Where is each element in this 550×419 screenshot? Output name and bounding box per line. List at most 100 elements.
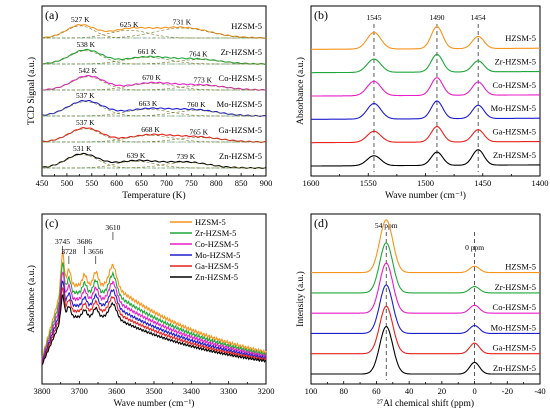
series-line-a-1 [41, 48, 267, 65]
x-tick-label-d-4: 20 [438, 386, 447, 396]
x-tick-label-a-8: 850 [235, 178, 248, 188]
fit-curve-a-4-2 [42, 137, 267, 143]
fit-curve-a-2-2 [42, 85, 266, 91]
peak-label-a-4-2: 765 K [190, 127, 209, 136]
series-line-b-1 [311, 53, 540, 74]
series-line-d-2 [311, 262, 540, 314]
peak-label-a-4-0: 537 K [76, 118, 95, 127]
series-line-b-3 [311, 100, 540, 120]
y-axis-label-d: Intensity (a.u.) [295, 271, 306, 327]
x-tick-label-a-9: 900 [260, 178, 273, 188]
x-tick-label-a-7: 800 [210, 178, 223, 188]
x-tick-label-a-4: 650 [135, 178, 148, 188]
x-tick-label-c-3: 3500 [146, 386, 163, 396]
series-line-b-5 [311, 149, 540, 167]
panel-label-a: (a) [45, 8, 58, 22]
peak-label-a-3-1: 663 K [139, 99, 158, 108]
x-axis-label-b: Wave number (cm⁻¹) [385, 190, 466, 201]
fit-curve-a-4-1 [42, 135, 266, 143]
series-label-a-0: HZSM-5 [231, 21, 262, 31]
x-tick-label-a-5: 700 [160, 178, 173, 188]
series-label-d-3: Mo-HZSM-5 [491, 322, 536, 332]
x-tick-label-c-1: 3700 [71, 386, 88, 396]
series-label-a-4: Ga-HZSM-5 [219, 125, 262, 135]
peak-label-a-3-2: 760 K [187, 100, 206, 109]
legend-label-c-5: Zn-HZSM-5 [195, 272, 238, 282]
series-line-c-1 [41, 262, 267, 360]
panel-c: 3800 3700 3600 3500 3400 3300 3200 Wave number … [26, 213, 275, 409]
x-tick-label-b-3: 1450 [474, 178, 491, 188]
y-axis-label-b: Absorbance (a.u.) [295, 57, 306, 125]
peak-label-a-2-0: 542 K [79, 66, 98, 75]
series-line-b-0 [311, 26, 540, 50]
x-tick-label-c-6: 3200 [258, 386, 275, 396]
series-line-b-2 [311, 77, 540, 97]
series-line-d-0 [311, 219, 540, 274]
series-line-d-1 [311, 242, 540, 294]
series-line-c-3 [41, 280, 267, 364]
peak-label-a-0-2: 731 K [173, 17, 192, 26]
panel-label-b: (b) [314, 8, 328, 22]
fit-curve-a-3-2 [42, 110, 267, 117]
x-tick-label-a-0: 450 [36, 178, 49, 188]
peak-label-a-0-0: 527 K [71, 15, 90, 24]
fit-curve-a-0-0 [41, 25, 266, 39]
series-label-b-5: Zn-HZSM-5 [493, 150, 536, 160]
peak-label-c-1: 3728 [61, 247, 76, 256]
legend-label-c-2: Co-HZSM-5 [195, 239, 238, 249]
series-line-c-5 [41, 293, 267, 365]
peak-label-a-2-1: 670 K [142, 73, 161, 82]
x-tick-label-b-1: 1550 [360, 178, 377, 188]
series-label-a-3: Mo-HZSM-5 [217, 99, 262, 109]
x-tick-label-d-7: -40 [534, 386, 545, 396]
x-tick-label-d-2: 60 [372, 386, 381, 396]
reference-label-b-0: 1545 [366, 13, 381, 22]
series-line-b-4 [311, 125, 540, 144]
y-axis-label-a: TCD Signal (a.u.) [26, 57, 37, 125]
x-tick-label-d-1: 80 [339, 386, 348, 396]
fit-curve-a-0-2 [42, 27, 266, 39]
peak-label-c-3: 3656 [88, 247, 103, 256]
x-axis-label-d: ²⁷Al chemical shift (ppm) [377, 398, 474, 409]
reference-label-d-1: 0 ppm [465, 243, 484, 252]
series-label-d-1: Zr-HZSM-5 [495, 282, 536, 292]
reference-label-b-1: 1490 [429, 13, 444, 22]
peak-label-c-2: 3686 [77, 237, 92, 246]
series-label-a-5: Zn-HZSM-5 [219, 151, 262, 161]
peak-label-a-0-1: 625 K [120, 20, 139, 29]
x-tick-label-b-4: 1400 [532, 178, 549, 188]
series-line-d-3 [311, 284, 540, 334]
reference-label-d-0: 54 ppm [375, 221, 398, 230]
x-tick-label-c-5: 3300 [220, 386, 237, 396]
peak-label-a-5-2: 739 K [177, 152, 196, 161]
series-label-b-2: Co-HZSM-5 [493, 80, 536, 90]
x-tick-label-c-0: 3800 [34, 386, 51, 396]
fit-curve-a-5-2 [42, 162, 266, 169]
peak-label-a-3-0: 537 K [76, 91, 95, 100]
x-axis-label-a: Temperature (K) [122, 190, 185, 201]
x-tick-label-c-4: 3400 [183, 386, 200, 396]
peak-label-c-0: 3745 [55, 237, 70, 246]
x-tick-label-d-6: -20 [502, 386, 513, 396]
x-tick-label-d-0: 100 [305, 386, 318, 396]
series-label-a-1: Zr-HZSM-5 [221, 47, 262, 57]
legend-label-c-1: Zr-HZSM-5 [195, 228, 236, 238]
x-tick-label-a-3: 600 [110, 178, 123, 188]
series-label-b-4: Ga-HZSM-5 [493, 127, 536, 137]
series-line-d-5 [311, 326, 540, 375]
peak-label-a-1-1: 661 K [138, 47, 157, 56]
x-tick-label-d-5: 0 [472, 386, 476, 396]
peak-label-a-1-2: 764 K [189, 49, 208, 58]
legend-label-c-3: Mo-HZSM-5 [195, 250, 240, 260]
peak-label-a-1-0: 538 K [77, 40, 96, 49]
panel-a: 450 500 550 600 650 700 750 800 850 900 Temperatur… [26, 5, 273, 201]
series-label-d-4: Ga-HZSM-5 [493, 343, 536, 353]
series-label-b-0: HZSM-5 [505, 33, 536, 43]
peak-label-c-4: 3610 [105, 223, 120, 232]
series-line-c-2 [41, 271, 267, 363]
x-tick-label-a-1: 500 [61, 178, 74, 188]
series-line-c-0 [41, 251, 267, 357]
fit-curve-a-2-1 [42, 83, 266, 91]
panel-d: 100 80 60 40 20 0 -20 -40 ²⁷Al chemical shift (p… [295, 213, 546, 409]
